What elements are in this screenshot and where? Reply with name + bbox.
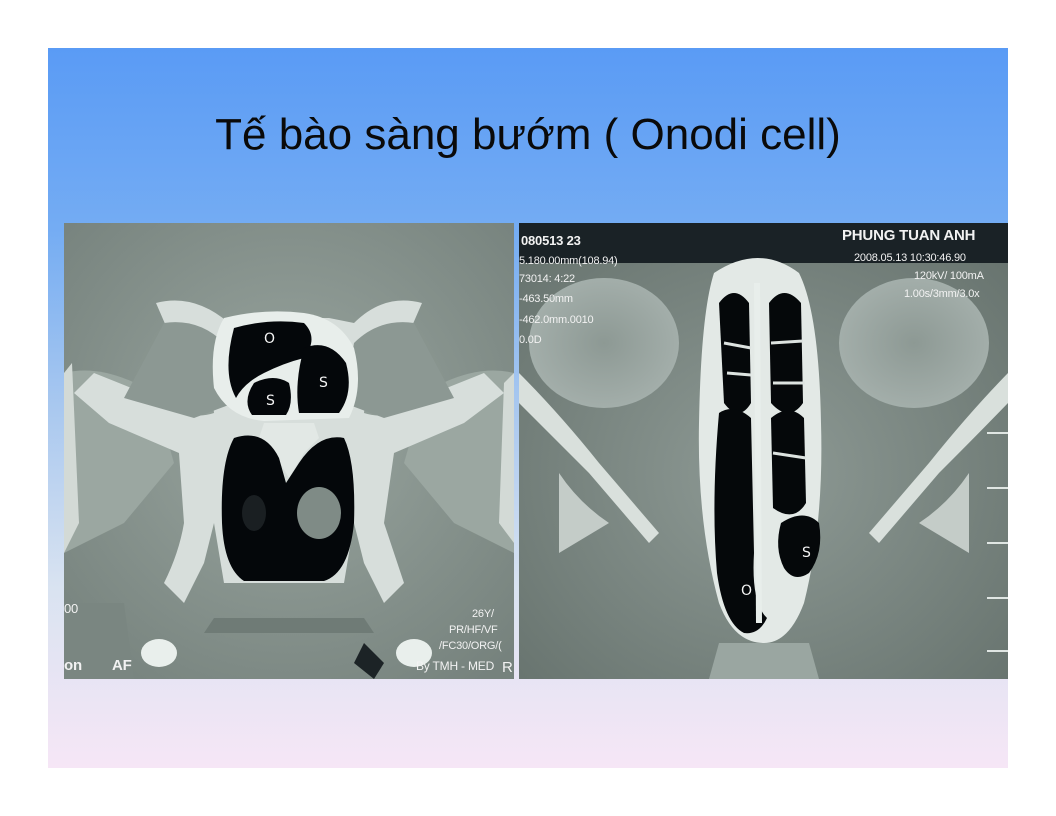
cell-label-sphenoid: S (319, 375, 328, 391)
cell-label-onodi: O (264, 331, 276, 347)
scan-overlay-text: -463.50mm (519, 293, 573, 305)
scan-overlay-text: 080513 23 (521, 233, 581, 248)
scan-overlay-text: 120kV/ 100mA (914, 270, 984, 282)
scan-overlay-text: /FC30/ORG/( (439, 640, 502, 652)
scan-overlay-text: 5.180.00mm(108.94) (519, 255, 618, 267)
scan-overlay-text: 00 (64, 601, 79, 616)
scan-overlay-text: 26Y/ (472, 608, 494, 620)
cell-label-sphenoid: S (802, 545, 811, 561)
scan-overlay-text: By TMH - MED (416, 659, 495, 673)
scan-overlay-text: -462.0mm.0010 (519, 314, 594, 326)
axial-ct-image (519, 223, 1008, 679)
cell-label-sphenoid: S (266, 393, 275, 409)
scan-overlay-text: 2008.05.13 10:30:46.90 (854, 252, 966, 264)
scan-overlay-text: R (502, 659, 513, 676)
patient-name: PHUNG TUAN ANH (842, 227, 976, 244)
ct-scan-axial: S O 080513 23 5.180.00mm(108.94) 73014: … (519, 223, 1008, 679)
ct-scan-coronal: O S S 00 on AF 26Y/ PR/HF/VF /FC30/ORG/(… (64, 223, 514, 679)
cell-label-onodi: O (741, 583, 753, 599)
slide-title: Tế bào sàng bướm ( Onodi cell) (215, 110, 841, 159)
scan-overlay-text: 73014: 4:22 (519, 273, 575, 285)
scan-overlay-text: AF (112, 657, 132, 674)
scan-overlay-text: 1.00s/3mm/3.0x (904, 288, 980, 300)
slide: Tế bào sàng bướm ( Onodi cell) (48, 48, 1008, 768)
coronal-ct-image (64, 223, 514, 679)
scan-overlay-text: 0.0D (519, 334, 542, 346)
scan-overlay-text: on (64, 657, 82, 674)
scan-overlay-text: PR/HF/VF (449, 624, 498, 636)
